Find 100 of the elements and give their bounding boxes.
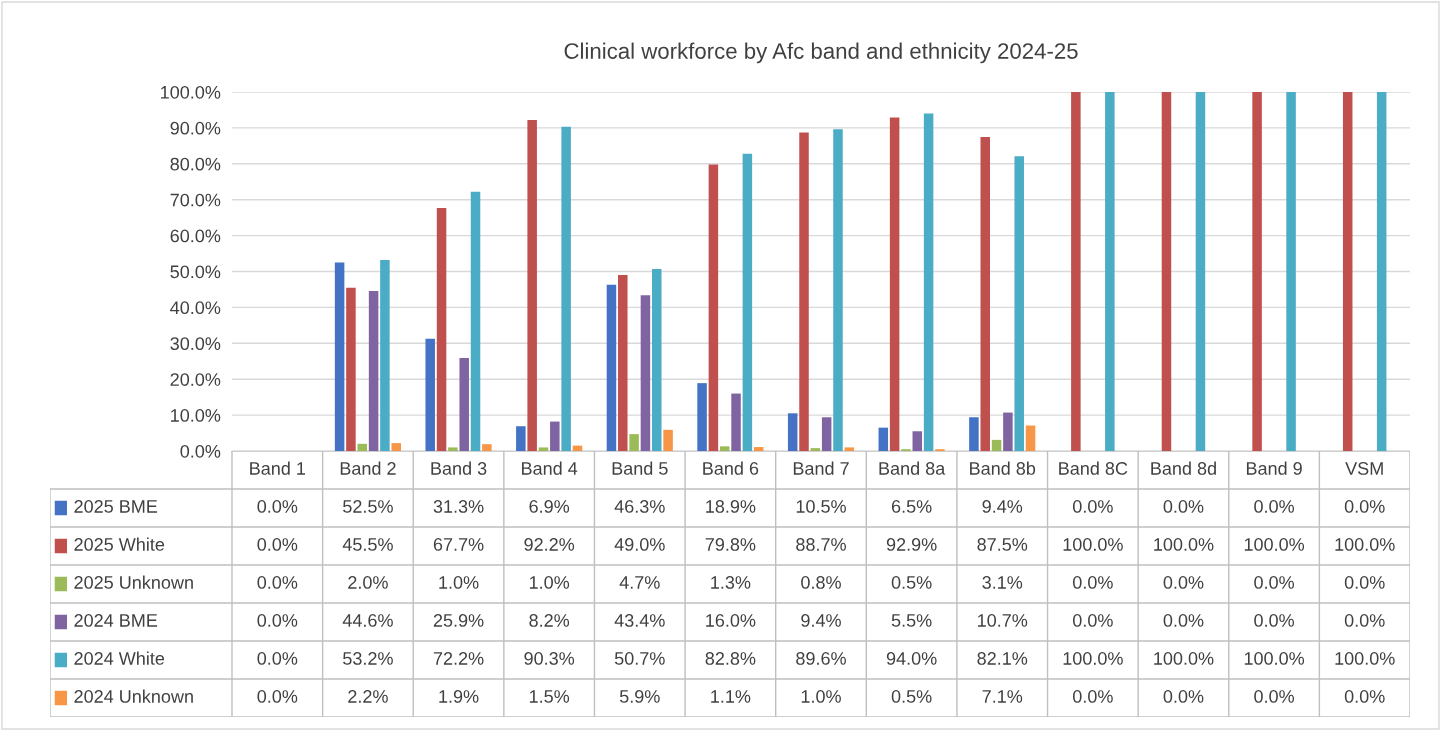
data-label: 0.0%	[257, 500, 298, 513]
data-label: 1.0%	[439, 576, 479, 589]
bar	[640, 295, 651, 451]
data-label: 45.5%	[342, 538, 393, 551]
data-label: 0.0%	[1072, 690, 1113, 703]
bar	[810, 448, 821, 451]
data-label: 1.9%	[439, 690, 479, 703]
bar	[629, 434, 639, 451]
data-label: 0.0%	[1344, 690, 1385, 703]
bar	[742, 153, 753, 451]
legend-label: 2024 White	[74, 651, 165, 665]
data-label: 1.3%	[711, 576, 751, 589]
bar	[1161, 92, 1172, 451]
y-tick-label: 10.0%	[171, 409, 221, 422]
data-label: 82.1%	[977, 652, 1028, 665]
data-label: 0.0%	[1072, 576, 1113, 589]
data-label: 100.0%	[1244, 538, 1305, 551]
data-label: 0.0%	[257, 538, 298, 551]
y-tick-label: 30.0%	[170, 337, 221, 351]
y-tick-label: 80.0%	[170, 157, 221, 171]
bar	[787, 413, 798, 451]
data-label: 5.9%	[619, 690, 660, 703]
data-label: 89.6%	[796, 652, 846, 665]
x-tick-label: Band 3	[431, 461, 487, 475]
bar	[1252, 92, 1262, 451]
data-label: 6.9%	[529, 500, 570, 513]
bar	[753, 447, 764, 451]
data-label: 0.0%	[1163, 576, 1204, 589]
bar	[844, 447, 855, 451]
bar	[719, 446, 730, 451]
data-label: 44.6%	[342, 614, 393, 627]
bar	[436, 207, 447, 451]
data-label: 100.0%	[1154, 538, 1214, 551]
bar	[652, 268, 662, 451]
x-tick-label: Band 8a	[879, 461, 946, 475]
data-label: 0.0%	[1254, 500, 1295, 513]
x-tick-label: Band 8C	[1059, 461, 1128, 475]
data-label: 100.0%	[1154, 652, 1214, 665]
x-tick-label: Band 2	[340, 461, 396, 475]
data-label: 4.7%	[619, 576, 660, 589]
bar	[391, 443, 401, 451]
data-label: 100.0%	[1335, 538, 1395, 551]
data-label: 31.3%	[433, 500, 484, 513]
bar	[1195, 92, 1206, 451]
y-tick-label: 90.0%	[170, 121, 221, 135]
bar	[1342, 92, 1353, 451]
data-label: 94.0%	[886, 652, 937, 665]
data-label: 90.3%	[524, 652, 575, 665]
bar	[618, 275, 628, 451]
x-tick-label: Band 1	[250, 461, 306, 475]
data-label: 43.4%	[614, 614, 665, 627]
y-tick-label: 100.0%	[161, 85, 221, 99]
bar	[425, 338, 435, 451]
bar	[448, 447, 458, 451]
bar	[1071, 92, 1081, 451]
bar	[459, 358, 469, 451]
data-label: 100.0%	[1244, 652, 1305, 665]
bar	[991, 439, 1002, 451]
bar	[923, 113, 934, 451]
x-tick-label: Band 6	[703, 461, 759, 475]
data-label: 87.5%	[977, 538, 1028, 551]
data-label: 18.9%	[706, 500, 756, 513]
data-label: 25.9%	[433, 614, 484, 627]
y-tick-label: 60.0%	[170, 229, 221, 243]
bar	[470, 191, 481, 451]
bar	[550, 421, 560, 451]
x-tick-label: Band 8d	[1151, 461, 1216, 475]
data-label: 0.0%	[257, 652, 298, 665]
y-tick-label: 0.0%	[180, 444, 221, 458]
x-tick-label: VSM	[1345, 462, 1383, 475]
data-label: 0.0%	[1344, 614, 1385, 627]
data-label: 9.4%	[982, 500, 1023, 513]
data-label: 0.0%	[1072, 614, 1113, 627]
x-tick-label: Band 9	[1246, 461, 1302, 475]
legend-label: 2024 Unknown	[74, 689, 193, 703]
data-label: 92.9%	[886, 538, 937, 551]
data-label: 82.8%	[705, 652, 756, 665]
data-label: 10.5%	[796, 500, 846, 513]
bar	[1003, 412, 1013, 451]
data-label: 0.0%	[1163, 500, 1204, 513]
data-label: 0.8%	[801, 576, 841, 589]
y-tick-label: 70.0%	[170, 193, 221, 207]
data-label: 3.1%	[982, 576, 1023, 589]
data-label: 2.0%	[348, 576, 388, 589]
data-label: 52.5%	[343, 500, 393, 513]
data-label: 0.0%	[1254, 614, 1295, 627]
data-label: 72.2%	[433, 652, 484, 665]
data-label: 50.7%	[614, 652, 665, 665]
data-label: 92.2%	[524, 538, 575, 551]
bar	[980, 136, 990, 451]
data-label: 0.5%	[891, 690, 932, 703]
x-tick-label: Band 7	[793, 461, 849, 475]
bar	[1014, 156, 1024, 451]
data-label: 67.7%	[433, 538, 484, 551]
data-label: 0.0%	[1163, 614, 1204, 627]
data-label: 5.5%	[891, 614, 932, 627]
data-label: 0.0%	[1344, 500, 1385, 513]
data-label: 1.1%	[711, 690, 751, 703]
bar	[346, 287, 356, 451]
legend-label: 2024 BME	[74, 614, 158, 627]
